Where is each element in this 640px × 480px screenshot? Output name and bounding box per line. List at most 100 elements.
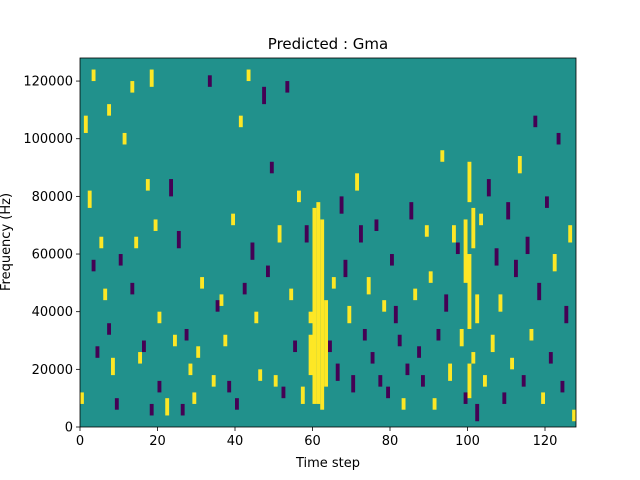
high-cell-111	[479, 213, 484, 226]
low-cell-8	[107, 323, 112, 335]
low-cell-123	[525, 236, 530, 255]
high-cell-27	[173, 334, 177, 347]
low-cell-76	[362, 328, 367, 341]
high-cell-17	[138, 352, 143, 364]
high-cell-63	[312, 207, 317, 404]
low-cell-91	[421, 375, 425, 387]
low-cell-88	[409, 202, 414, 220]
high-cell-41	[231, 213, 236, 226]
low-cell-21	[149, 403, 154, 416]
high-cell-62	[308, 334, 313, 376]
high-cell-98	[448, 363, 453, 381]
low-cell-29	[180, 403, 185, 416]
low-cell-117	[502, 392, 507, 404]
low-cell-120	[514, 259, 518, 278]
low-cell-128	[545, 196, 549, 208]
high-cell-86	[401, 398, 406, 410]
low-cell-90	[417, 346, 422, 358]
high-cell-81	[382, 300, 387, 312]
x-tick-label-0: 0	[76, 434, 84, 449]
high-cell-47	[254, 311, 259, 324]
high-cell-10	[111, 357, 115, 376]
high-cell-65	[320, 219, 325, 410]
high-cell-19	[145, 179, 150, 191]
x-tick-label-4: 80	[382, 434, 399, 449]
high-cell-13	[122, 132, 127, 145]
high-cell-72	[347, 305, 352, 324]
low-cell-133	[564, 305, 569, 324]
high-cell-130	[552, 254, 557, 272]
low-cell-44	[242, 282, 247, 295]
x-tick-label-1: 20	[149, 434, 166, 449]
high-cell-36	[211, 375, 216, 387]
high-cell-52	[273, 375, 278, 387]
high-cell-16	[134, 236, 139, 249]
x-axis: 0 20 40 60 80 100 120	[76, 427, 557, 449]
low-cell-54	[281, 386, 286, 399]
high-cell-74	[355, 173, 360, 191]
high-cell-2	[87, 190, 92, 208]
high-cell-105	[467, 254, 472, 329]
low-cell-118	[506, 202, 511, 220]
low-cell-84	[393, 305, 398, 324]
high-cell-48	[258, 369, 263, 381]
high-cell-135	[572, 409, 577, 422]
high-cell-121	[517, 156, 522, 174]
low-cell-71	[343, 259, 348, 278]
high-cell-20	[149, 69, 154, 87]
low-cell-80	[378, 375, 383, 387]
low-cell-15	[130, 282, 135, 295]
low-cell-125	[533, 115, 538, 128]
high-cell-58	[297, 190, 301, 203]
high-cell-112	[483, 375, 487, 387]
high-cell-3	[91, 69, 96, 82]
high-cell-101	[459, 328, 464, 347]
high-cell-109	[475, 294, 480, 324]
low-cell-35	[207, 75, 212, 87]
high-cell-59	[300, 386, 305, 404]
high-cell-6	[99, 236, 104, 249]
low-cell-11	[114, 398, 119, 410]
low-cell-131	[556, 132, 561, 145]
high-cell-106	[467, 161, 472, 203]
low-cell-97	[444, 294, 449, 312]
high-cell-25	[165, 398, 170, 416]
high-cell-43	[238, 115, 243, 128]
low-cell-42	[235, 398, 239, 410]
high-cell-33	[196, 346, 201, 358]
y-tick-label-1: 20000	[32, 363, 73, 378]
low-cell-100	[455, 242, 460, 255]
high-cell-61	[308, 311, 313, 324]
low-cell-49	[262, 86, 267, 105]
low-cell-132	[560, 380, 565, 393]
low-cell-129	[548, 352, 553, 364]
low-cell-5	[95, 346, 100, 358]
low-cell-28	[176, 230, 181, 249]
y-tick-label-4: 80000	[32, 190, 73, 205]
y-axis-label: Frequency (Hz)	[0, 193, 14, 291]
high-cell-53	[277, 225, 282, 243]
low-cell-37	[215, 300, 220, 312]
low-cell-57	[293, 340, 298, 353]
low-cell-4	[91, 259, 96, 272]
high-cell-1	[83, 115, 88, 133]
low-cell-85	[397, 334, 402, 347]
x-tick-label-2: 40	[227, 434, 244, 449]
low-cell-18	[142, 340, 146, 353]
high-cell-39	[223, 334, 228, 347]
plot-frame	[79, 57, 577, 428]
low-cell-67	[328, 340, 332, 353]
high-cell-108	[471, 207, 476, 249]
low-cell-73	[351, 375, 356, 393]
y-tick-label-2: 40000	[32, 305, 73, 320]
high-cell-103	[463, 219, 468, 283]
high-cell-89	[413, 288, 418, 301]
high-cell-38	[219, 294, 224, 306]
low-cell-30	[184, 328, 189, 341]
x-tick-label-3: 60	[304, 434, 321, 449]
low-cell-113	[486, 179, 491, 197]
high-cell-31	[188, 363, 193, 376]
y-axis: 0 20000 40000 60000 80000 100000 120000	[23, 75, 80, 436]
low-cell-110	[475, 403, 480, 422]
